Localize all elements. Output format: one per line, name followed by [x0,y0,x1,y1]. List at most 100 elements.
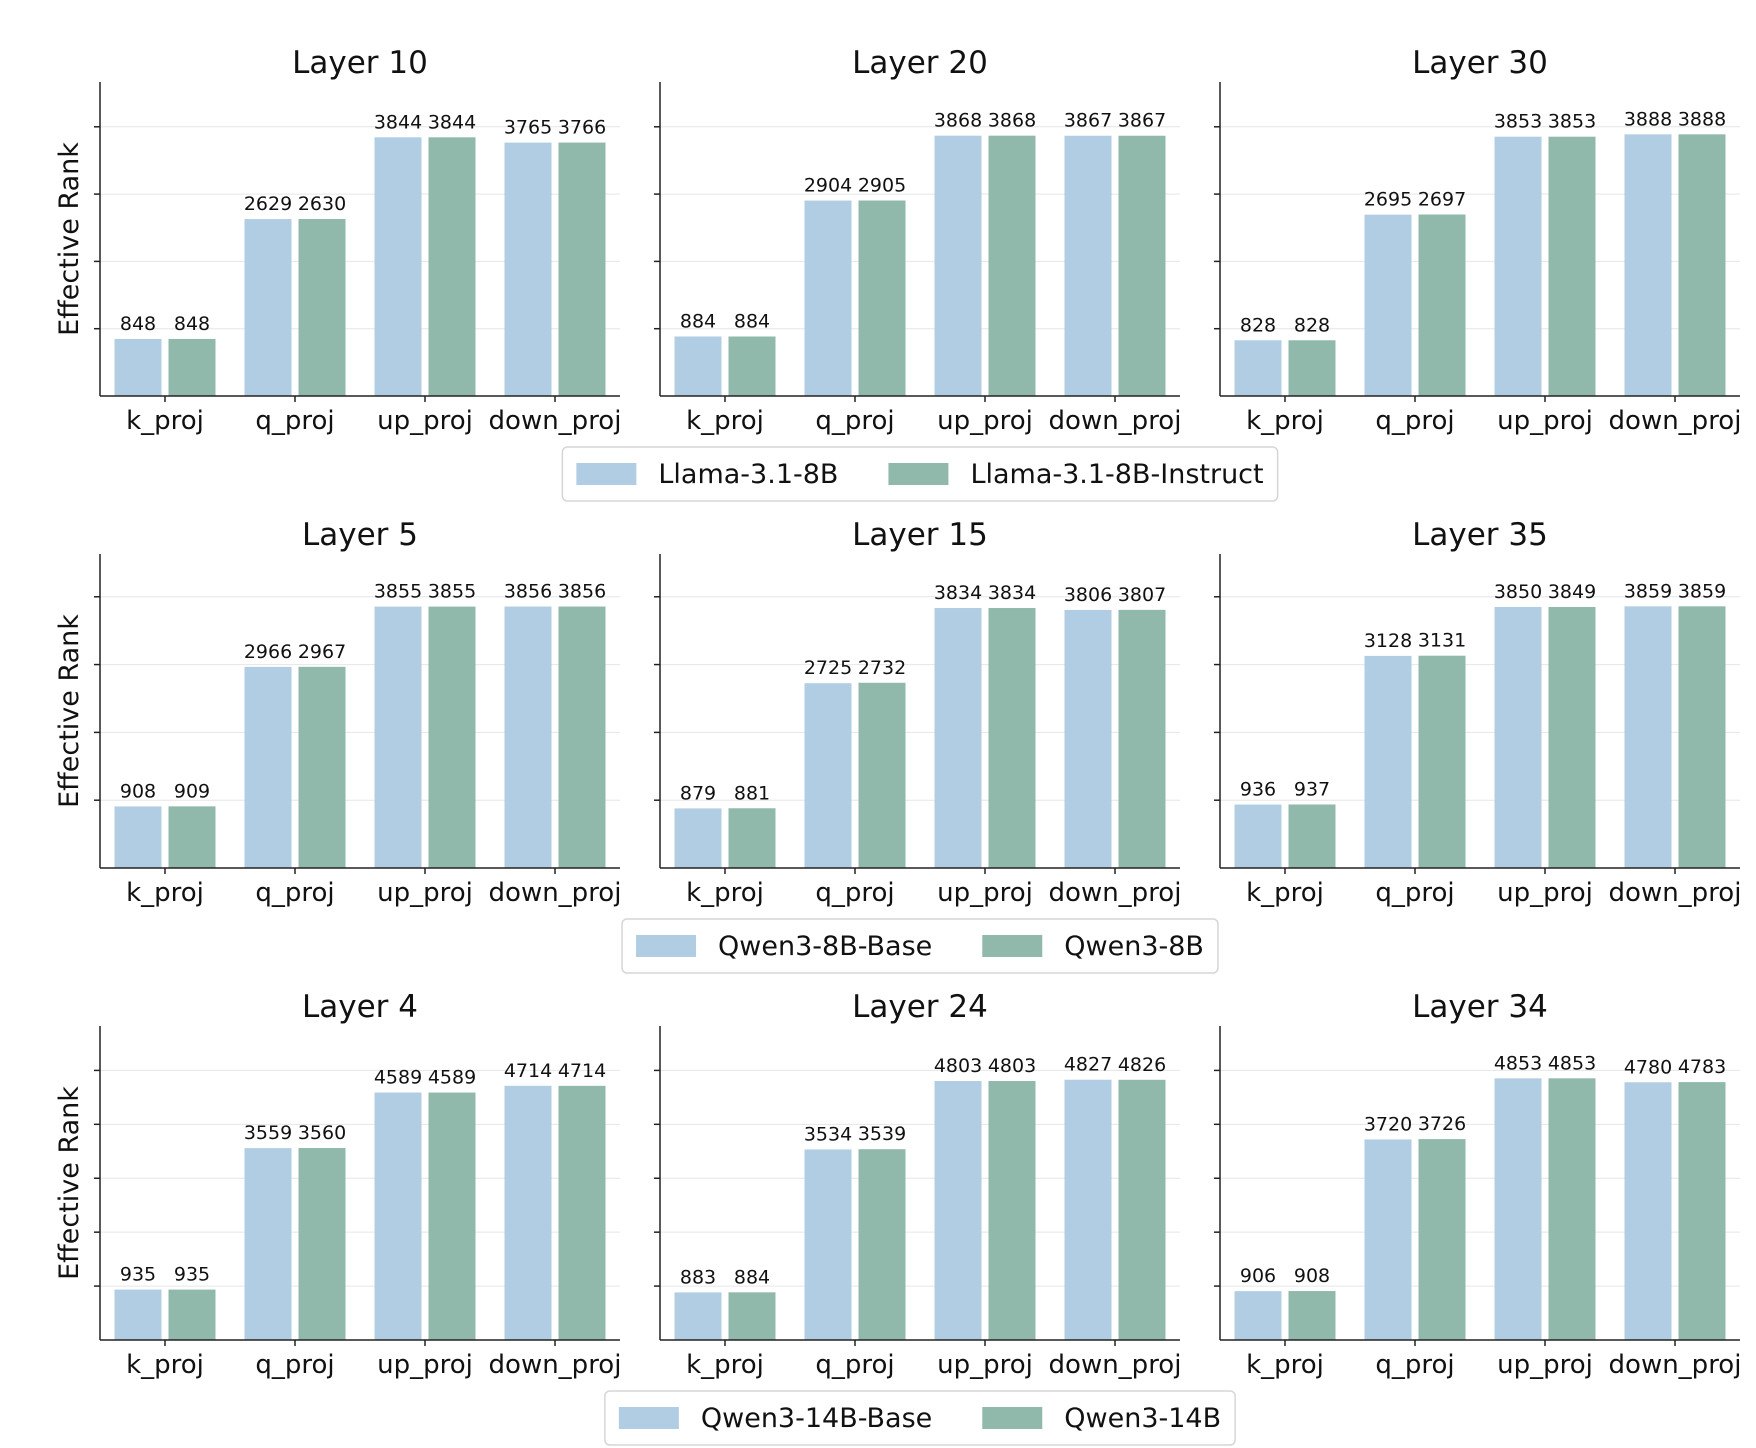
data-label: 884 [734,311,770,333]
data-label: 4826 [1118,1054,1166,1076]
x-tick-label: k_proj [1246,1350,1324,1380]
data-label: 3856 [504,581,552,603]
bar [1234,1291,1282,1340]
data-label: 2697 [1418,188,1466,210]
legend-label: Qwen3-14B [1064,1403,1221,1434]
data-label: 3720 [1364,1113,1412,1135]
x-tick-label: q_proj [255,878,334,908]
data-label: 3128 [1364,630,1412,652]
data-label: 4803 [988,1055,1036,1077]
data-label: 2905 [858,174,906,196]
data-label: 3534 [804,1123,852,1145]
bar [728,808,776,868]
data-label: 4853 [1548,1052,1596,1074]
bar [1624,606,1672,868]
bar [374,606,422,868]
bar [428,1092,476,1340]
panel-title: Layer 5 [302,517,418,553]
data-label: 2725 [804,657,852,679]
x-tick-label: k_proj [126,878,204,908]
data-label: 3888 [1624,108,1672,130]
data-label: 3559 [244,1122,292,1144]
bar [1064,609,1112,868]
x-tick-label: q_proj [1375,878,1454,908]
bar [1118,1079,1166,1340]
x-tick-label: up_proj [1497,1350,1593,1380]
data-label: 3853 [1548,111,1596,133]
bar [1064,1079,1112,1340]
bar [244,666,292,868]
data-label: 906 [1240,1265,1276,1287]
x-tick-label: up_proj [377,878,473,908]
panel-title: Layer 24 [852,989,988,1025]
data-label: 4589 [428,1067,476,1089]
legend-box [621,918,1219,974]
data-label: 2630 [298,193,346,215]
data-label: 3859 [1624,580,1672,602]
bar [1364,655,1412,868]
bar [988,135,1036,396]
bar [374,137,422,396]
data-label: 3859 [1678,580,1726,602]
bar [1418,214,1466,396]
data-label: 3853 [1494,111,1542,133]
data-label: 3868 [988,110,1036,132]
y-axis-label: Effective Rank [54,142,85,336]
data-label: 3834 [934,582,982,604]
data-label: 936 [1240,779,1276,801]
data-label: 3766 [558,117,606,139]
bar [858,682,906,868]
data-label: 4714 [504,1060,552,1082]
x-tick-label: q_proj [255,1350,334,1380]
x-tick-label: k_proj [686,406,764,436]
x-tick-label: k_proj [1246,878,1324,908]
bar [558,142,606,396]
bar [1494,1078,1542,1340]
data-label: 4714 [558,1060,606,1082]
bar [504,606,552,868]
panel-1-2: Layer 35 936 937 k_proj 3128 3131 q_proj 3850 38… [1214,517,1741,908]
bar [504,142,552,396]
panel-2-0: Layer 4 Effective Rank 935 935 k_proj 3559 356… [54,989,621,1380]
legend-label: Llama-3.1-8B-Instruct [970,459,1263,490]
data-label: 2904 [804,175,852,197]
legend-label: Llama-3.1-8B [658,459,838,490]
data-label: 884 [680,311,716,333]
bar [558,1085,606,1340]
y-axis-label: Effective Rank [54,1086,85,1280]
data-label: 4853 [1494,1052,1542,1074]
x-tick-label: down_proj [1609,878,1742,908]
data-label: 908 [1294,1265,1330,1287]
bar [858,1149,906,1340]
data-label: 3850 [1494,581,1542,603]
panel-title: Layer 30 [1412,45,1548,81]
bar [374,1092,422,1340]
bar [1548,607,1596,868]
bar [674,336,722,396]
x-tick-label: k_proj [686,878,764,908]
data-label: 2966 [244,641,292,663]
data-label: 881 [734,782,770,804]
panel-title: Layer 15 [852,517,988,553]
data-label: 3868 [934,110,982,132]
bar [428,606,476,868]
data-label: 909 [174,780,210,802]
bar [168,806,216,868]
data-label: 3867 [1118,110,1166,132]
panel-0-2: Layer 30 828 828 k_proj 2695 2697 q_proj 3853 38… [1214,45,1741,436]
bar [168,1289,216,1340]
legend-2: Qwen3-14B-Base Qwen3-14B [604,1390,1236,1446]
x-tick-label: down_proj [1609,406,1742,436]
bar [804,1149,852,1340]
data-label: 828 [1294,314,1330,336]
legend-swatch [888,463,949,485]
bar [558,606,606,868]
legend-swatch [636,935,697,957]
data-label: 4589 [374,1067,422,1089]
x-tick-label: q_proj [815,406,894,436]
bar [168,338,216,396]
x-tick-label: down_proj [1609,1350,1742,1380]
bar [1364,214,1412,396]
bar [114,338,162,396]
